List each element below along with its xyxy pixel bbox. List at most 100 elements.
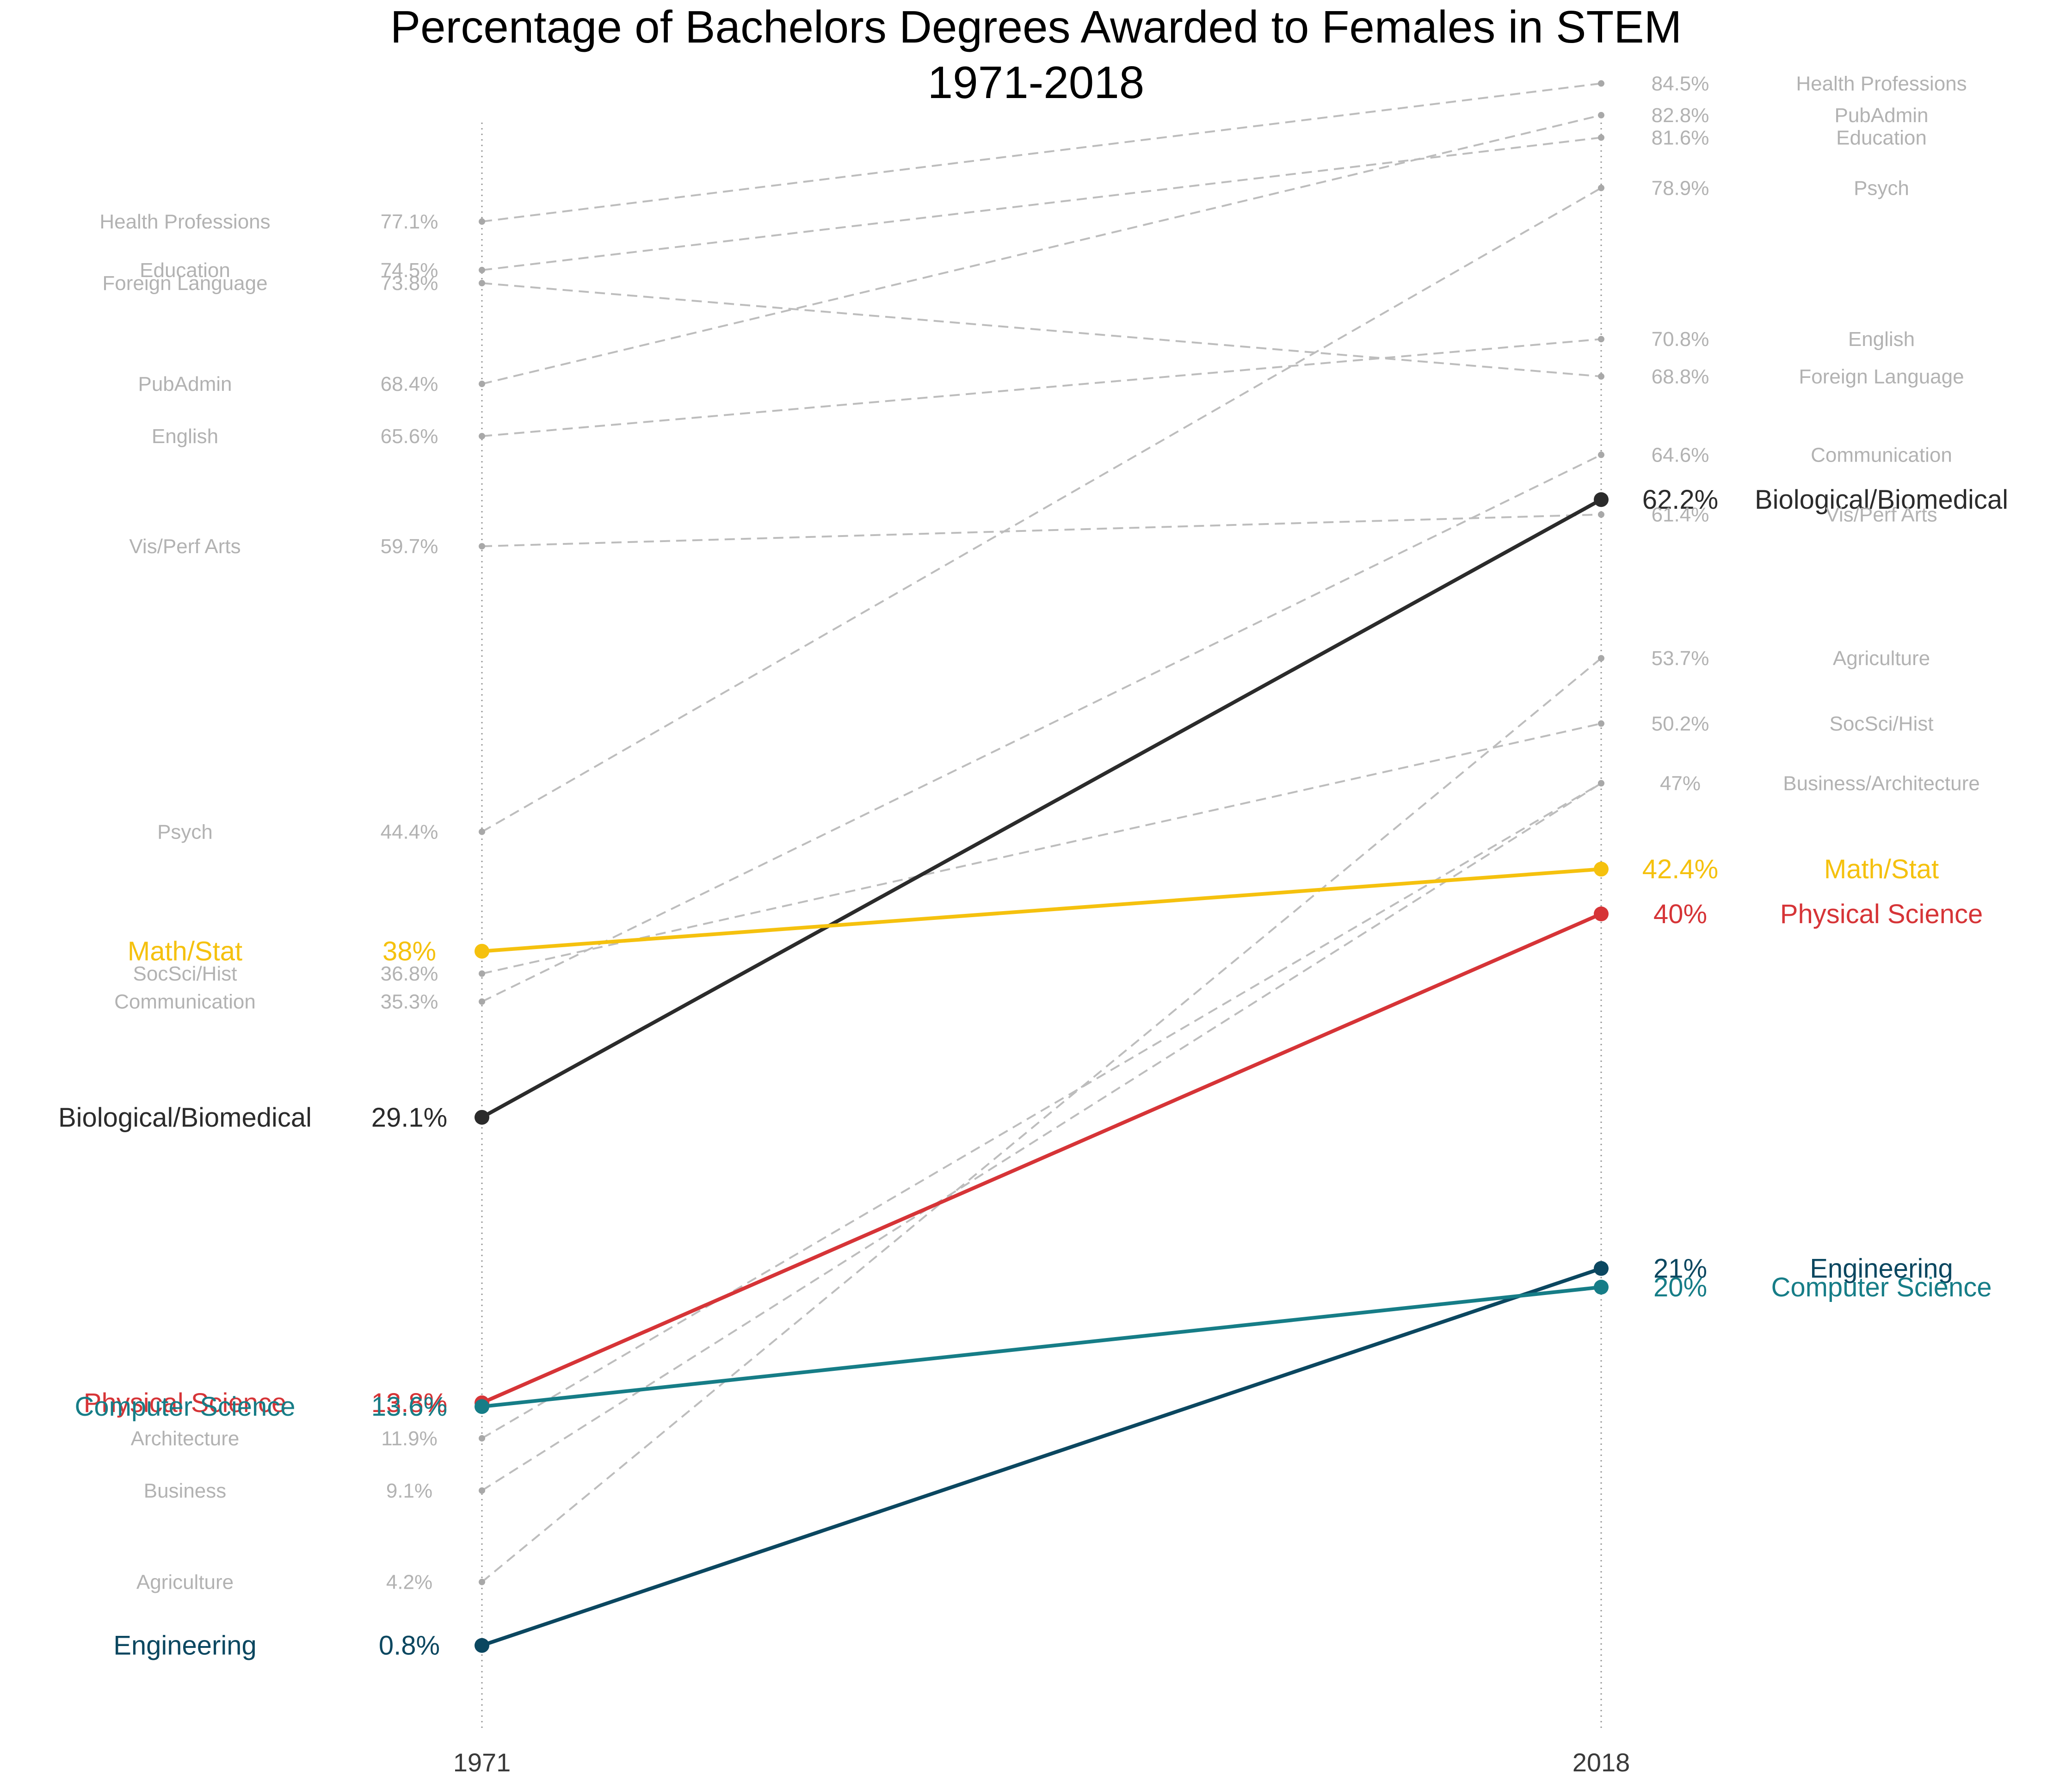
point-2018-math-stat <box>1594 862 1609 877</box>
point-1971-communication <box>479 998 485 1005</box>
point-1971-psych <box>479 828 485 835</box>
left-name-psych: Psych <box>157 820 213 843</box>
right-value-psych: 78.9% <box>1652 177 1709 199</box>
left-name-foreign-language: Foreign Language <box>102 272 267 295</box>
left-value-physical-science: 13.8% <box>371 1388 447 1418</box>
right-name-vis-perf-arts: Vis/Perf Arts <box>1825 504 1937 526</box>
right-value-engineering: 21% <box>1653 1254 1707 1284</box>
series-line-math-stat <box>481 867 1602 953</box>
right-name-english: English <box>1848 328 1915 351</box>
right-name-agriculture: Agriculture <box>1833 647 1930 670</box>
series-line-socsci-hist <box>481 722 1602 975</box>
point-1971-biological-biomedical <box>475 1110 489 1125</box>
point-1971-math-stat <box>475 944 489 959</box>
point-1971-business <box>479 1487 485 1494</box>
left-value-communication: 35.3% <box>381 991 438 1013</box>
right-value-education: 81.6% <box>1652 126 1709 149</box>
series-line-business <box>481 782 1602 1492</box>
left-value-architecture: 11.9% <box>381 1427 438 1450</box>
highlighted-series-lines <box>475 492 1609 1653</box>
right-name-health-professions: Health Professions <box>1796 72 1967 95</box>
point-2018-physical-science <box>1594 906 1609 921</box>
left-name-business: Business <box>144 1480 227 1502</box>
series-line-psych <box>481 187 1602 833</box>
point-1971-socsci-hist <box>479 970 485 977</box>
left-value-business: 9.1% <box>386 1480 432 1502</box>
right-name-computer-science: Computer Science <box>1771 1272 1992 1302</box>
left-name-education: Education <box>140 259 230 282</box>
point-2018-health-professions <box>1598 80 1604 87</box>
point-2018-foreign-language <box>1598 373 1604 380</box>
point-2018-pubadmin <box>1598 112 1604 119</box>
right-name-foreign-language: Foreign Language <box>1799 365 1964 388</box>
right-value-physical-science: 40% <box>1653 899 1707 929</box>
series-line-agriculture <box>481 657 1602 1583</box>
point-1971-education <box>479 266 485 273</box>
left-name-communication: Communication <box>114 991 256 1013</box>
series-line-communication <box>481 454 1602 1003</box>
left-name-architecture: Architecture <box>131 1427 240 1450</box>
left-value-socsci-hist: 36.8% <box>381 962 438 985</box>
series-line-architecture <box>481 782 1602 1439</box>
series-labels: Health Professions 77.1% Education 74.5% For… <box>58 72 2008 1660</box>
left-name-pubadmin: PubAdmin <box>138 373 232 395</box>
x-tick-2018: 2018 <box>1572 1748 1630 1776</box>
right-name-education: Education <box>1836 126 1927 149</box>
left-name-computer-science: Computer Science <box>74 1392 295 1422</box>
point-2018-computer-science <box>1594 1280 1609 1295</box>
point-2018-engineering <box>1594 1261 1609 1276</box>
right-name-business-architecture: Business/Architecture <box>1783 772 1980 795</box>
point-1971-engineering <box>475 1638 489 1653</box>
left-value-vis-perf-arts: 59.7% <box>381 535 438 558</box>
right-value-agriculture: 53.7% <box>1652 647 1709 670</box>
right-value-biological-biomedical: 62.2% <box>1642 485 1718 515</box>
series-line-foreign-language <box>481 282 1602 377</box>
series-line-english <box>481 338 1602 438</box>
right-value-computer-science: 20% <box>1653 1272 1707 1302</box>
right-value-pubadmin: 82.8% <box>1652 104 1709 127</box>
right-name-psych: Psych <box>1854 177 1909 199</box>
point-1971-health-professions <box>479 218 485 225</box>
series-line-education <box>481 136 1602 271</box>
point-2018-agriculture <box>1598 655 1604 662</box>
right-name-engineering: Engineering <box>1810 1254 1953 1284</box>
series-line-physical-science <box>481 912 1602 1405</box>
chart-title-line-1: Percentage of Bachelors Degrees Awarded … <box>390 1 1682 52</box>
left-value-agriculture: 4.2% <box>386 1571 432 1594</box>
point-1971-architecture <box>479 1435 485 1442</box>
point-2018-education <box>1598 134 1604 141</box>
left-value-education: 74.5% <box>381 259 438 282</box>
left-value-psych: 44.4% <box>381 820 438 843</box>
point-2018-english <box>1598 336 1604 343</box>
series-line-health-professions <box>481 82 1602 222</box>
left-value-biological-biomedical: 29.1% <box>371 1103 447 1133</box>
left-value-math-stat: 38% <box>382 937 436 967</box>
right-value-health-professions: 84.5% <box>1652 72 1709 95</box>
left-value-engineering: 0.8% <box>379 1631 440 1661</box>
left-name-health-professions: Health Professions <box>99 210 270 233</box>
year-axis-lines <box>481 123 1602 1732</box>
right-value-business-architecture: 47% <box>1660 772 1701 795</box>
chart-title-line-2: 1971-2018 <box>928 57 1145 108</box>
left-name-physical-science: Physical Science <box>84 1388 286 1418</box>
right-name-biological-biomedical: Biological/Biomedical <box>1755 485 2008 515</box>
series-line-engineering <box>481 1266 1602 1647</box>
point-1971-english <box>479 433 485 440</box>
series-line-biological-biomedical <box>481 498 1602 1119</box>
x-tick-1971: 1971 <box>453 1748 511 1776</box>
left-value-computer-science: 13.6% <box>371 1392 447 1422</box>
left-value-foreign-language: 73.8% <box>381 272 438 295</box>
right-value-english: 70.8% <box>1652 328 1709 351</box>
point-1971-foreign-language <box>479 280 485 287</box>
point-2018-psych <box>1598 185 1604 191</box>
left-value-pubadmin: 68.4% <box>381 373 438 395</box>
point-2018-architecture <box>1598 780 1604 787</box>
left-name-socsci-hist: SocSci/Hist <box>133 962 237 985</box>
series-line-vis-perf-arts <box>481 513 1602 548</box>
left-name-vis-perf-arts: Vis/Perf Arts <box>129 535 240 558</box>
right-name-pubadmin: PubAdmin <box>1834 104 1928 127</box>
right-name-communication: Communication <box>1811 444 1952 466</box>
right-value-foreign-language: 68.8% <box>1652 365 1709 388</box>
point-2018-biological-biomedical <box>1594 492 1609 507</box>
